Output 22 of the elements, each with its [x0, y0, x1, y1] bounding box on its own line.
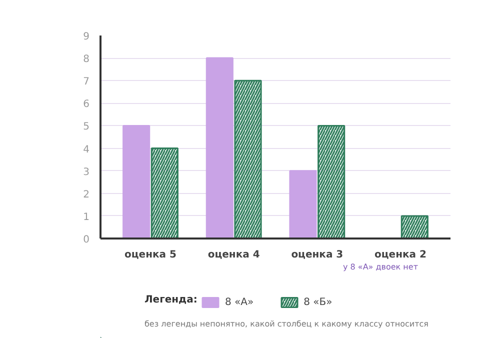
bar: [122, 124, 150, 238]
y-tick-label: 4: [83, 144, 90, 156]
x-tick-label: оценка 5: [124, 250, 177, 260]
x-tick-label: оценка 4: [208, 250, 260, 260]
text: без легенды непонятно, какой столбец к какому классу относится: [144, 320, 429, 328]
bar: [289, 170, 317, 238]
legend-label: 8 «Б»: [304, 296, 332, 308]
y-tick-label: 7: [83, 76, 90, 88]
text: у 8 «А» двоек нет: [343, 262, 418, 272]
y-tick-label: 2: [83, 189, 90, 200]
y-tick-label: 8: [83, 54, 90, 66]
legend-label: 8 «А»: [225, 296, 254, 308]
bar: [206, 57, 234, 238]
y-tick-label: 9: [83, 32, 90, 42]
y-tick-label: 0: [83, 234, 90, 246]
x-tick-label: оценка 3: [291, 250, 344, 260]
x-tick-label: оценка 2: [374, 250, 427, 260]
y-tick-label: 3: [83, 166, 90, 178]
y-tick-label: 5: [83, 122, 90, 133]
y-tick-label: 6: [83, 99, 90, 110]
y-tick-label: 1: [83, 212, 90, 223]
legend-title: Легенда:: [144, 294, 198, 306]
